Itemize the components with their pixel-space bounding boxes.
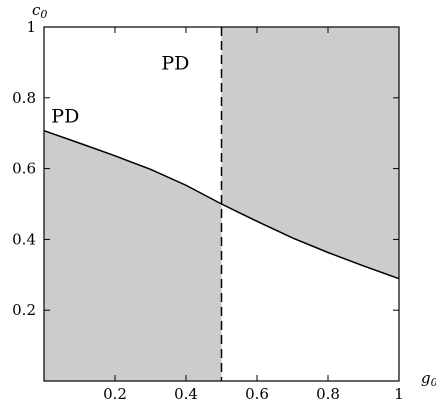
annotation-pd-1: PD — [51, 106, 79, 128]
annotations: PD PD — [51, 52, 189, 127]
plot-frame — [43, 26, 400, 382]
y-axis-label-main: c — [32, 1, 41, 19]
y-axis-label: c0 — [32, 1, 47, 21]
x-axis-label-main: g — [421, 369, 431, 387]
x-tick-label-5: 1 — [394, 385, 404, 403]
y-tick-label-2: 0.4 — [12, 230, 36, 248]
shaded-regions — [44, 27, 399, 381]
y-tick-label-3: 0.6 — [12, 160, 36, 178]
y-tick-label-1: 0.2 — [12, 301, 36, 319]
curves — [43, 27, 400, 381]
x-tick-label-1: 0.2 — [103, 385, 127, 403]
y-tick-label-5: 1 — [26, 18, 36, 36]
shaded-region-1 — [44, 130, 222, 381]
x-tick-label-4: 0.8 — [316, 385, 340, 403]
y-tick-label-4: 0.8 — [12, 89, 36, 107]
x-tick-label-3: 0.6 — [245, 385, 269, 403]
y-axis-label-sub: 0 — [40, 8, 47, 21]
axis-ticks: 0.2 0.4 0.6 0.8 1 0.2 0.4 0.6 0.8 1 — [12, 18, 404, 403]
x-axis-label-sub: 0 — [431, 376, 436, 389]
shaded-region-2 — [221, 27, 399, 279]
x-axis-label: g0 — [421, 369, 436, 389]
x-tick-label-2: 0.4 — [174, 385, 198, 403]
annotation-pd-2: PD — [161, 52, 189, 74]
